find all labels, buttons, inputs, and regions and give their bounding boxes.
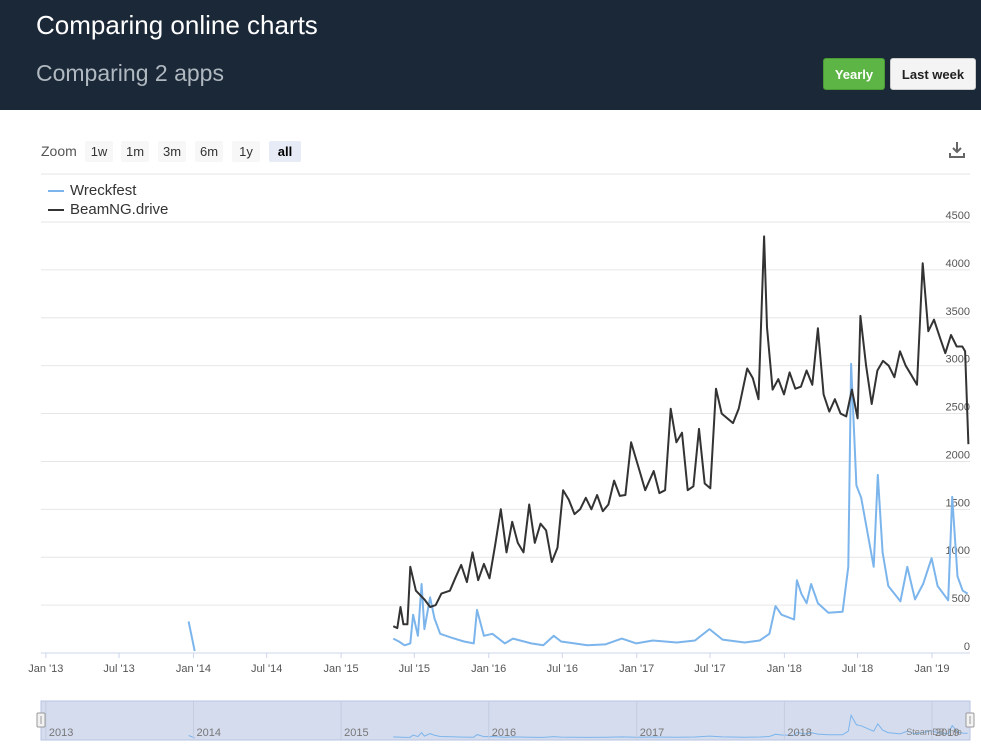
series-line-beamng bbox=[392, 235, 970, 630]
y-tick-label: 2000 bbox=[946, 449, 970, 461]
x-tick-label: Jul '16 bbox=[547, 663, 578, 675]
navigator-year-label: 2017 bbox=[640, 727, 664, 739]
navigator-series-line bbox=[393, 713, 968, 738]
page-subtitle: Comparing 2 apps bbox=[36, 60, 224, 86]
page-header: Comparing online charts Comparing 2 apps… bbox=[0, 0, 981, 110]
x-tick-label: Jul '14 bbox=[251, 663, 282, 675]
x-tick-label: Jan '16 bbox=[471, 663, 506, 675]
zoom-all-button[interactable]: all bbox=[269, 141, 301, 162]
legend-label-beamng: BeamNG.drive bbox=[70, 201, 169, 218]
yearly-button[interactable]: Yearly bbox=[823, 58, 885, 90]
y-tick-label: 500 bbox=[952, 593, 970, 605]
y-tick-label: 1500 bbox=[946, 497, 970, 509]
page-title: Comparing online charts bbox=[36, 10, 318, 40]
grid-lines bbox=[41, 221, 970, 654]
x-tick-label: Jul '15 bbox=[399, 663, 430, 675]
x-tick-label: Jan '14 bbox=[176, 663, 211, 675]
zoom-3m-button[interactable]: 3m bbox=[158, 141, 186, 162]
watermark: SteamDB.info bbox=[906, 727, 962, 737]
y-tick-label: 4000 bbox=[946, 258, 970, 270]
y-tick-label: 1000 bbox=[946, 545, 970, 557]
y-tick-label: 3000 bbox=[946, 354, 970, 366]
x-tick-label: Jul '17 bbox=[694, 663, 725, 675]
zoom-6m-button[interactable]: 6m bbox=[195, 141, 223, 162]
x-tick-label: Jan '15 bbox=[324, 663, 359, 675]
series-line-wreckfest bbox=[187, 621, 196, 652]
legend-swatch-wreckfest bbox=[48, 189, 64, 192]
y-tick-label: 2500 bbox=[946, 402, 970, 414]
navigator-year-label: 2013 bbox=[49, 727, 73, 739]
legend-swatch-beamng bbox=[48, 208, 64, 211]
legend-label-wreckfest: Wreckfest bbox=[70, 182, 137, 199]
x-tick-label: Jul '13 bbox=[103, 663, 134, 675]
series-line-wreckfest bbox=[392, 362, 969, 647]
zoom-1w-button[interactable]: 1w bbox=[85, 141, 113, 162]
last-week-button[interactable]: Last week bbox=[890, 58, 976, 90]
navigator-year-label: 2014 bbox=[196, 727, 220, 739]
x-tick-label: Jan '13 bbox=[28, 663, 63, 675]
navigator-year-label: 2015 bbox=[344, 727, 368, 739]
zoom-1y-button[interactable]: 1y bbox=[232, 141, 260, 162]
y-tick-label: 4500 bbox=[946, 210, 970, 222]
x-axis-labels: Jan '13 Jul '13 Jan '14 Jul '14 Jan '15 Jul '… bbox=[28, 653, 950, 675]
zoom-1m-button[interactable]: 1m bbox=[121, 141, 149, 162]
y-tick-label: 3500 bbox=[946, 306, 970, 318]
series-lines bbox=[187, 235, 970, 652]
legend-item-beamng[interactable]: BeamNG.drive bbox=[48, 201, 168, 218]
x-tick-label: Jan '19 bbox=[914, 663, 949, 675]
x-tick-label: Jan '17 bbox=[619, 663, 654, 675]
zoom-label: Zoom bbox=[41, 143, 77, 159]
navigator-year-label: 2018 bbox=[787, 727, 811, 739]
x-tick-label: Jul '18 bbox=[842, 663, 873, 675]
x-tick-label: Jan '18 bbox=[767, 663, 802, 675]
navigator-year-label: 2016 bbox=[492, 727, 516, 739]
navigator-year-label: 2019 bbox=[935, 727, 959, 739]
download-icon[interactable] bbox=[948, 140, 966, 160]
legend-item-wreckfest[interactable]: Wreckfest bbox=[48, 182, 136, 199]
y-tick-label: 0 bbox=[964, 641, 970, 653]
